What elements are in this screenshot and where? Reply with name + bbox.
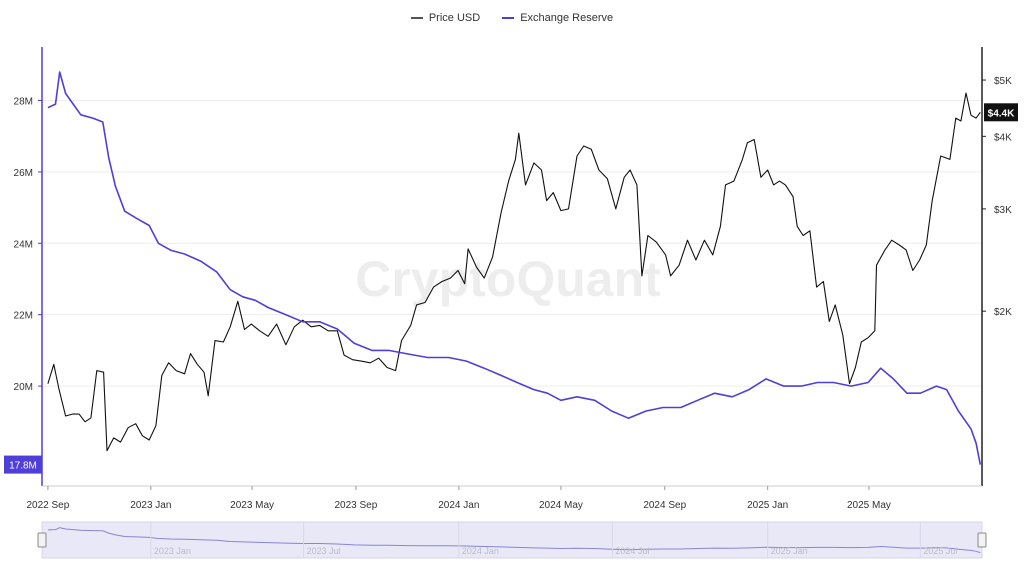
x-axis-tick-label: 2023 Sep <box>334 500 377 511</box>
left-current-value-flag <box>4 455 42 474</box>
right-axis-tick-label: $3K <box>994 205 1012 216</box>
right-current-value-label: $4.4K <box>988 108 1015 119</box>
legend-swatch-exchange-reserve <box>502 17 515 19</box>
left-current-value-label: 17.8M <box>9 461 37 472</box>
x-axis-tick-label: 2024 May <box>539 500 583 511</box>
legend-item-exchange-reserve[interactable]: Exchange Reserve <box>502 12 613 24</box>
series-line-exchange-reserve <box>47 71 982 465</box>
legend-swatch-price <box>410 17 423 19</box>
navigator-handle-right[interactable] <box>977 532 987 548</box>
x-axis-tick-label: 2025 Jan <box>747 500 788 511</box>
navigator-handle-left[interactable] <box>37 532 47 548</box>
navigator[interactable]: 2023 Jan 2023 Jul 2024 Jan 2024 Jul 2025 Jan… <box>37 521 987 559</box>
x-axis-tick-label: 2024 Jan <box>438 500 479 511</box>
x-axis-tick-label: 2024 Sep <box>643 500 686 511</box>
x-axis-tick-label: 2025 May <box>847 500 891 511</box>
right-axis-tick-label: $5K <box>994 76 1012 87</box>
series <box>47 71 982 465</box>
axes: 20M 22M 24M 26M 28M $2K $3K $4K $5K 2022 Sep 2023 … <box>4 47 1018 511</box>
left-axis-tick-label: 28M <box>14 97 33 108</box>
navigator-series-line <box>47 527 981 554</box>
left-axis-tick-label: 20M <box>14 382 33 393</box>
navigator-tick-label: 2024 Jan <box>462 546 499 556</box>
legend: Price USD Exchange Reserve <box>0 12 1024 24</box>
watermark: CryptoQuant <box>355 251 661 307</box>
navigator-tick-label: 2024 Jul <box>615 546 649 556</box>
right-axis-tick-label: $4K <box>994 132 1012 143</box>
right-current-value-flag <box>984 103 1018 122</box>
grid <box>42 100 982 387</box>
x-axis-tick-label: 2023 May <box>230 500 274 511</box>
x-axis-tick-label: 2022 Sep <box>26 500 69 511</box>
legend-item-price[interactable]: Price USD <box>410 12 481 24</box>
x-axis-tick-label: 2023 Jan <box>130 500 171 511</box>
right-axis-tick-label: $2K <box>994 307 1012 318</box>
navigator-tick-label: 2025 Jul <box>923 546 957 556</box>
left-axis-tick-label: 26M <box>14 168 33 179</box>
series-line-price-usd <box>47 92 981 452</box>
navigator-tick-label: 2023 Jul <box>307 546 341 556</box>
legend-label-price: Price USD <box>428 12 481 24</box>
left-axis-tick-label: 22M <box>14 311 33 322</box>
legend-label-exchange-reserve: Exchange Reserve <box>520 12 614 24</box>
left-axis-tick-label: 24M <box>14 239 33 250</box>
navigator-tick-label: 2023 Jan <box>154 546 191 556</box>
navigator-tick-label: 2025 Jan <box>771 546 808 556</box>
navigator-window[interactable] <box>41 521 983 559</box>
